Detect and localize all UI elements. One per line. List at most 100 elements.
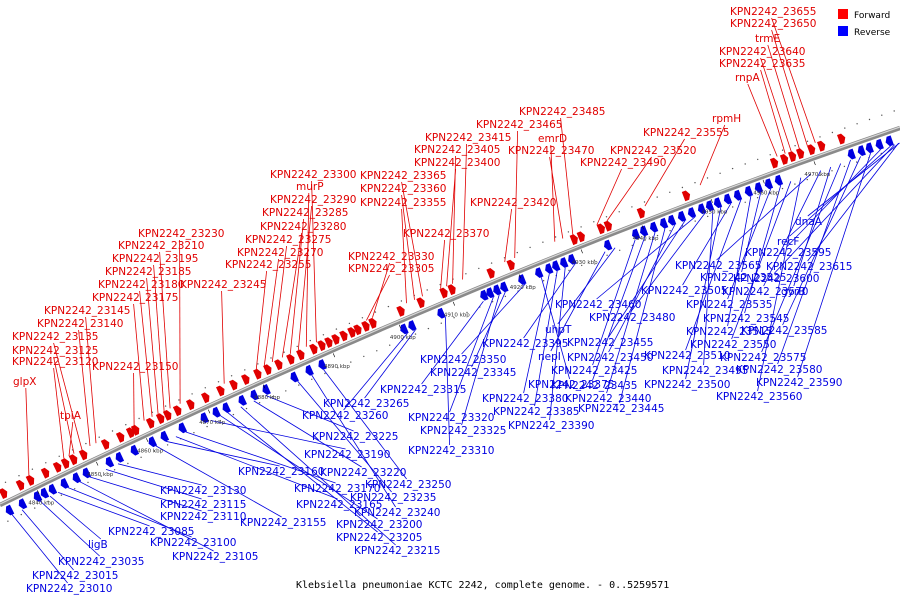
reverse-gene-label: KPN2242_23100 bbox=[150, 537, 236, 549]
reverse-gene-label: KPN2242_23165 bbox=[296, 499, 382, 511]
forward-gene-label: trmE bbox=[755, 33, 780, 45]
legend-reverse-label: Reverse bbox=[854, 28, 891, 38]
reverse-gene-arrow bbox=[632, 228, 641, 240]
legend-reverse-swatch bbox=[838, 26, 848, 36]
genome-axis bbox=[0, 125, 900, 508]
reverse-gene-arrow bbox=[697, 203, 707, 215]
tick-label: 4920 kbp bbox=[510, 285, 536, 291]
forward-gene-label: KPN2242_23420 bbox=[470, 197, 556, 209]
reverse-gene-arrow bbox=[500, 281, 509, 293]
reverse-gene-arrow bbox=[178, 422, 188, 434]
reverse-gene-label: KPN2242_23105 bbox=[172, 551, 258, 563]
reverse-gene-arrow bbox=[774, 174, 784, 186]
reverse-gene-arrow bbox=[212, 406, 221, 418]
reverse-gene-label: KPN2242_23390 bbox=[508, 420, 594, 432]
reverse-gene-label: KPN2242_23615 bbox=[766, 261, 852, 273]
forward-gene-label: KPN2242_23305 bbox=[348, 263, 434, 275]
reverse-gene-arrow bbox=[238, 394, 247, 406]
reverse-gene-label: KPN2242_23215 bbox=[354, 545, 440, 557]
forward-gene-arrow bbox=[201, 392, 210, 404]
reverse-gene-arrow bbox=[764, 178, 774, 190]
reverse-gene-label: KPN2242_23320 bbox=[408, 412, 494, 424]
forward-gene-label: murP bbox=[296, 181, 324, 193]
forward-gene-label: KPN2242_23125 bbox=[12, 345, 98, 357]
reverse-gene-label: KPN2242_23015 bbox=[32, 570, 118, 582]
reverse-gene-label: KPN2242_23115 bbox=[160, 499, 246, 511]
forward-gene-arrow bbox=[347, 327, 356, 338]
forward-gene-arrow bbox=[216, 385, 225, 397]
reverse-gene-label: KPN2242_23225 bbox=[312, 431, 398, 443]
tick-label: 4880 kbp bbox=[254, 395, 280, 401]
reverse-gene-label: KPN2242_23480 bbox=[589, 312, 675, 324]
forward-gene-arrow bbox=[368, 317, 377, 329]
forward-gene-label: rpmH bbox=[712, 113, 741, 125]
forward-gene-arrow bbox=[155, 413, 165, 425]
tick-label: 4960 kbp bbox=[753, 190, 779, 196]
tick-label: 4890 kbp bbox=[324, 364, 350, 370]
reverse-gene-arrow bbox=[857, 145, 866, 156]
tick-label: 4950 kbp bbox=[702, 210, 728, 216]
reverse-gene-arrow bbox=[222, 402, 231, 413]
tick-label: 4900 kbp bbox=[390, 335, 416, 341]
forward-gene-arrow bbox=[681, 190, 691, 202]
reverse-gene-arrow bbox=[290, 371, 299, 383]
forward-gene-arrow bbox=[296, 349, 305, 361]
forward-gene-arrow bbox=[788, 151, 797, 162]
reverse-gene-arrow bbox=[160, 430, 170, 442]
forward-gene-label: KPN2242_23370 bbox=[403, 228, 489, 240]
tick-label: 4860 kbp bbox=[137, 449, 163, 455]
forward-gene-arrow bbox=[331, 334, 340, 345]
reverse-gene-label: KPN2242_23425 bbox=[551, 365, 637, 377]
reverse-gene-arrow bbox=[318, 359, 327, 370]
reverse-gene-label: KPN2242_23310 bbox=[408, 445, 494, 457]
reverse-gene-arrow bbox=[105, 456, 115, 468]
forward-gene-label: KPN2242_23245 bbox=[180, 279, 266, 291]
forward-gene-arrow bbox=[60, 458, 70, 469]
reverse-gene-label: KPN2242_23265 bbox=[323, 398, 409, 410]
forward-gene-arrow bbox=[229, 379, 238, 391]
reverse-gene-arrow bbox=[250, 389, 259, 401]
reverse-gene-label: KPN2242_23460 bbox=[555, 299, 641, 311]
reverse-gene-arrow bbox=[60, 478, 70, 489]
reverse-gene-arrow bbox=[545, 263, 554, 274]
reverse-gene-label: KPN2242_23595 bbox=[745, 247, 831, 259]
reverse-gene-arrow bbox=[305, 364, 314, 376]
reverse-gene-label: KPN2242_23535 bbox=[686, 299, 772, 311]
forward-gene-arrow bbox=[439, 287, 448, 299]
forward-gene-label: KPN2242_23290 bbox=[270, 194, 356, 206]
reverse-gene-arrow bbox=[640, 225, 649, 237]
reverse-gene-arrow bbox=[480, 289, 489, 301]
reverse-gene-label: KPN2242_23375 bbox=[528, 379, 614, 391]
reverse-gene-label: KPN2242_23380 bbox=[482, 393, 568, 405]
reverse-gene-label: ligB bbox=[88, 539, 108, 551]
forward-gene-label: KPN2242_23255 bbox=[225, 259, 311, 271]
forward-gene-arrow bbox=[309, 343, 318, 355]
reverse-gene-arrow bbox=[130, 444, 140, 456]
reverse-gene-label: KPN2242_23235 bbox=[350, 492, 436, 504]
forward-gene-arrow bbox=[353, 324, 362, 336]
forward-gene-label: glpX bbox=[13, 376, 36, 388]
reverse-gene-label: KPN2242_23525 bbox=[700, 272, 786, 284]
tick-label: 4870 kbp bbox=[199, 420, 225, 426]
forward-gene-label: KPN2242_23640 bbox=[719, 46, 805, 58]
forward-gene-label: KPN2242_23270 bbox=[237, 247, 323, 259]
reverse-gene-arrow bbox=[552, 260, 561, 272]
forward-gene-label: KPN2242_23470 bbox=[508, 145, 594, 157]
reverse-gene-label: KPN2242_23445 bbox=[578, 403, 664, 415]
forward-gene-arrow bbox=[506, 259, 515, 271]
reverse-gene-label: KPN2242_23515 bbox=[686, 326, 772, 338]
reverse-gene-arrow bbox=[668, 214, 677, 226]
forward-gene-label: KPN2242_23555 bbox=[643, 127, 729, 139]
tick-label: 4930 kbp bbox=[572, 260, 598, 266]
reverse-gene-arrow bbox=[18, 498, 28, 510]
forward-gene-label: KPN2242_23365 bbox=[360, 170, 446, 182]
forward-gene-label: KPN2242_23300 bbox=[270, 169, 356, 181]
reverse-gene-label: KPN2242_23110 bbox=[160, 511, 246, 523]
forward-gene-arrow bbox=[779, 154, 789, 165]
forward-gene-arrow bbox=[396, 305, 405, 317]
forward-gene-label: KPN2242_23360 bbox=[360, 183, 446, 195]
reverse-gene-label: KPN2242_23450 bbox=[567, 352, 653, 364]
reverse-gene-arrow bbox=[723, 193, 733, 205]
forward-gene-label: KPN2242_23150 bbox=[92, 361, 178, 373]
